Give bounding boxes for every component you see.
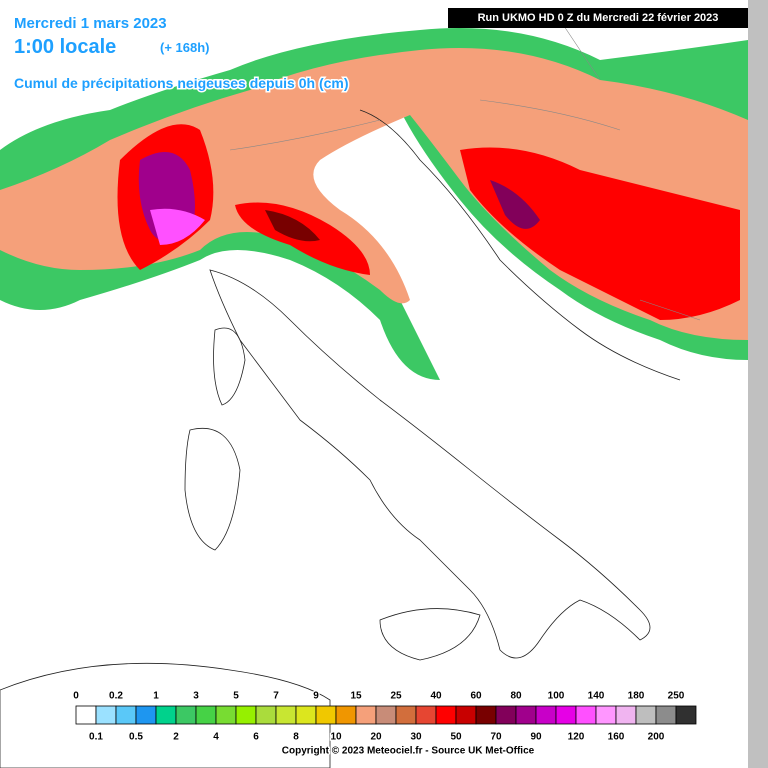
legend-swatch <box>355 705 377 725</box>
legend-label: 140 <box>588 691 605 702</box>
legend-label: 15 <box>350 691 362 702</box>
legend-swatch <box>215 705 237 725</box>
legend-label: 70 <box>490 732 502 743</box>
legend-label: 40 <box>430 691 442 702</box>
legend-swatch <box>375 705 397 725</box>
legend-swatch <box>455 705 477 725</box>
legend-label: 9 <box>313 691 319 702</box>
legend-swatch <box>435 705 457 725</box>
legend-label: 6 <box>253 732 259 743</box>
legend-label: 50 <box>450 732 462 743</box>
run-info: Run UKMO HD 0 Z du Mercredi 22 février 2… <box>478 12 719 24</box>
legend-label: 0.5 <box>129 732 143 743</box>
legend-swatch <box>555 705 577 725</box>
legend-label: 0.2 <box>109 691 123 702</box>
time: 1:00 locale <box>14 36 116 58</box>
legend-swatch <box>175 705 197 725</box>
legend-swatch <box>535 705 557 725</box>
legend-swatch <box>335 705 357 725</box>
legend-label: 20 <box>370 732 382 743</box>
coastlines <box>0 19 701 768</box>
legend-swatch <box>75 705 97 725</box>
legend-label: 120 <box>568 732 585 743</box>
legend-label: 4 <box>213 732 219 743</box>
legend-label: 0 <box>73 691 79 702</box>
legend-label: 160 <box>608 732 625 743</box>
legend-swatch <box>155 705 177 725</box>
legend-label: 7 <box>273 691 279 702</box>
legend-swatch <box>515 705 537 725</box>
legend-label: 80 <box>510 691 522 702</box>
legend-swatch <box>675 705 697 725</box>
legend-swatch <box>615 705 637 725</box>
legend-label: 60 <box>470 691 482 702</box>
legend-swatch <box>415 705 437 725</box>
legend-swatch <box>95 705 117 725</box>
scroll-strip <box>748 0 768 768</box>
legend: 0 0.1 0.2 0.5 1 2 3 4 5 6 7 8 9 10 15 20 25 30 40 50 60 70 80 9… <box>72 689 697 744</box>
legend-label: 0.1 <box>89 732 103 743</box>
legend-label: 10 <box>330 732 342 743</box>
legend-label: 1 <box>153 691 159 702</box>
lead-time: (+ 168h) <box>160 40 210 55</box>
copyright: Copyright © 2023 Meteociel.fr - Source U… <box>282 746 535 757</box>
legend-swatch <box>595 705 617 725</box>
legend-swatch <box>315 705 337 725</box>
legend-swatch <box>495 705 517 725</box>
legend-swatch <box>395 705 417 725</box>
legend-swatch <box>195 705 217 725</box>
subtitle: Cumul de précipitations neigeuses depuis… <box>14 75 349 91</box>
legend-swatch <box>635 705 657 725</box>
legend-swatch <box>115 705 137 725</box>
legend-label: 200 <box>648 732 665 743</box>
legend-label: 8 <box>293 732 299 743</box>
date: Mercredi 1 mars 2023 <box>14 15 167 32</box>
run-box <box>448 8 748 28</box>
legend-swatch <box>255 705 277 725</box>
legend-swatch <box>295 705 317 725</box>
legend-label: 5 <box>233 691 239 702</box>
legend-swatch <box>655 705 677 725</box>
legend-label: 100 <box>548 691 565 702</box>
legend-swatch <box>575 705 597 725</box>
legend-label: 90 <box>530 732 542 743</box>
legend-label: 180 <box>628 691 645 702</box>
legend-label: 3 <box>193 691 199 702</box>
legend-label: 25 <box>390 691 402 702</box>
legend-label: 30 <box>410 732 422 743</box>
legend-swatch <box>475 705 497 725</box>
legend-swatch <box>235 705 257 725</box>
legend-label: 250 <box>668 691 685 702</box>
legend-swatch <box>135 705 157 725</box>
legend-swatch <box>275 705 297 725</box>
legend-label: 2 <box>173 732 179 743</box>
precip-field <box>0 28 748 380</box>
